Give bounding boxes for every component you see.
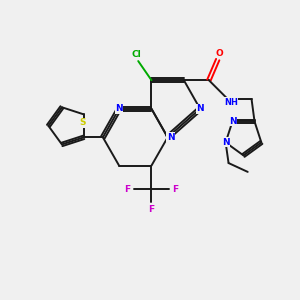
Text: NH: NH (224, 98, 238, 107)
Text: F: F (172, 185, 179, 194)
Text: N: N (115, 104, 123, 113)
Text: N: N (222, 138, 230, 147)
Text: F: F (148, 205, 154, 214)
Text: N: N (167, 133, 174, 142)
Text: S: S (79, 118, 86, 127)
Text: N: N (196, 104, 204, 113)
Text: Cl: Cl (132, 50, 142, 59)
Text: F: F (124, 185, 130, 194)
Text: N: N (229, 117, 236, 126)
Text: O: O (215, 49, 223, 58)
